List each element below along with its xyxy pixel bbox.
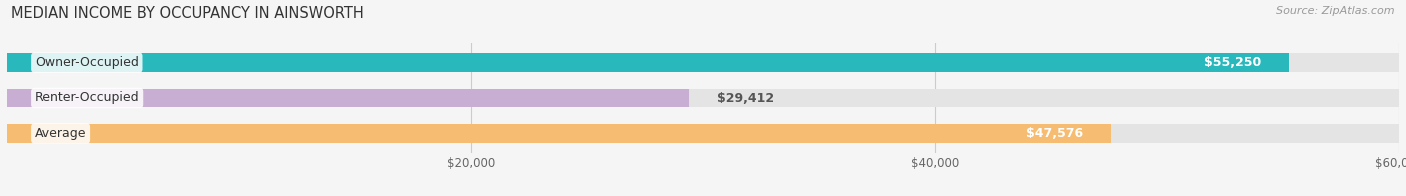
Text: Average: Average: [35, 127, 86, 140]
Text: $55,250: $55,250: [1204, 56, 1261, 69]
Text: Renter-Occupied: Renter-Occupied: [35, 92, 139, 104]
Text: Owner-Occupied: Owner-Occupied: [35, 56, 139, 69]
Bar: [7, 53, 1399, 72]
Bar: [7, 124, 1399, 143]
Text: MEDIAN INCOME BY OCCUPANCY IN AINSWORTH: MEDIAN INCOME BY OCCUPANCY IN AINSWORTH: [11, 6, 364, 21]
Bar: [7, 53, 1289, 72]
Text: Source: ZipAtlas.com: Source: ZipAtlas.com: [1277, 6, 1395, 16]
Text: $47,576: $47,576: [1026, 127, 1083, 140]
Bar: [7, 124, 1111, 143]
Text: $29,412: $29,412: [717, 92, 775, 104]
Bar: [7, 89, 689, 107]
Bar: [7, 89, 1399, 107]
